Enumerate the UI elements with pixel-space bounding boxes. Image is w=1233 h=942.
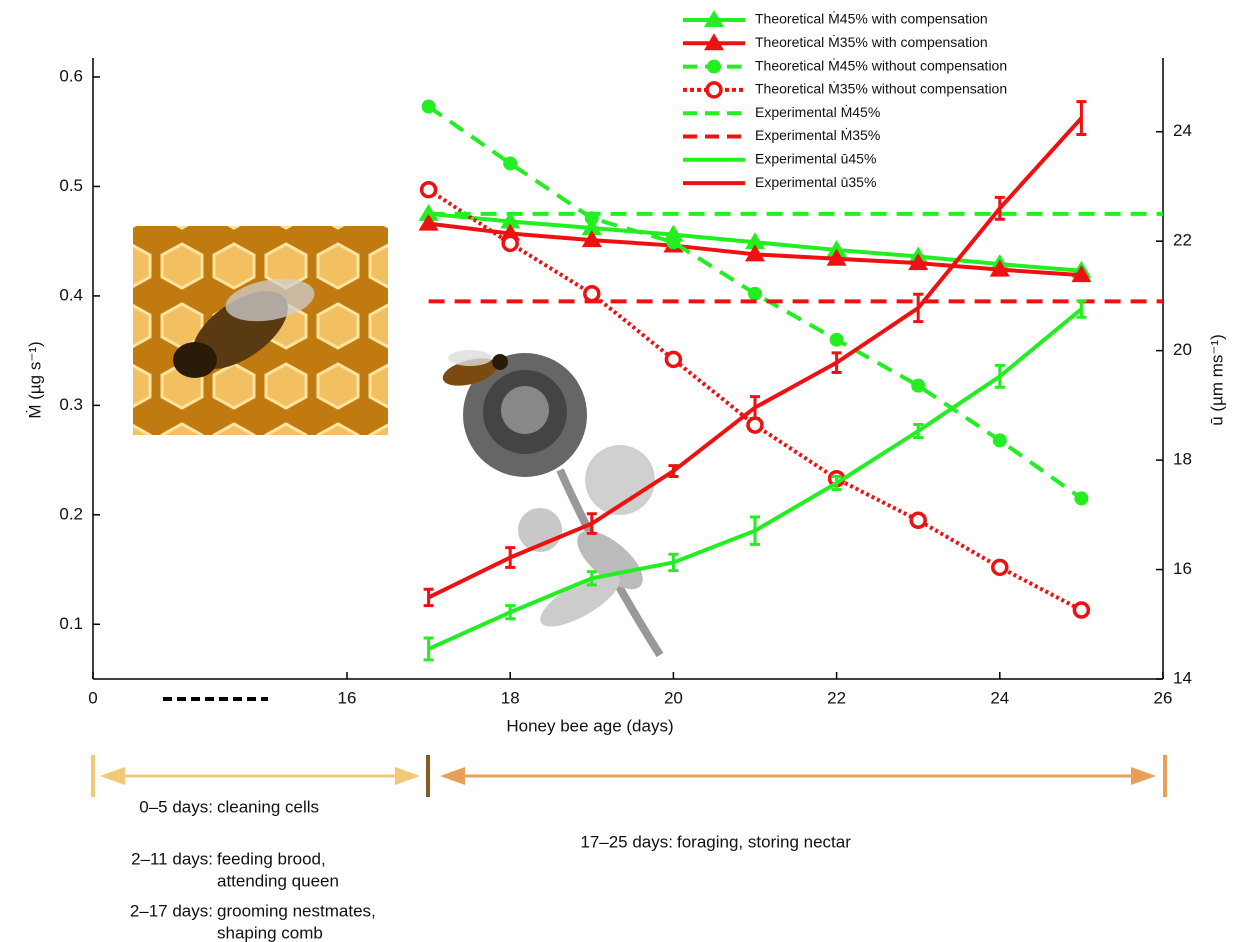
y-tick-label: 0.2 xyxy=(59,504,83,523)
marker xyxy=(748,418,762,432)
y2-tick-label: 20 xyxy=(1173,340,1192,359)
x-tick-label: 0 xyxy=(88,688,97,707)
stage-label: 2–17 days: xyxy=(130,901,213,920)
marker xyxy=(748,287,762,301)
x-tick-label: 22 xyxy=(827,688,846,707)
stage-text: feeding brood, xyxy=(217,849,326,868)
legend-entry: Experimental ū35% xyxy=(683,174,876,190)
stage-arrows xyxy=(93,755,1165,797)
marker xyxy=(1074,491,1088,505)
y2-tick-label: 18 xyxy=(1173,450,1192,469)
marker xyxy=(666,352,680,366)
legend-label: Theoretical Ṁ35% without compensation xyxy=(755,80,1007,97)
marker xyxy=(911,379,925,393)
legend-entry: Experimental Ṁ45% xyxy=(683,103,880,120)
marker xyxy=(422,183,436,197)
legend-label: Experimental Ṁ35% xyxy=(755,126,880,143)
legend-marker xyxy=(707,60,721,74)
stage-label: 2–11 days: xyxy=(131,849,213,868)
marker xyxy=(993,433,1007,447)
x-tick-label: 16 xyxy=(338,688,357,707)
x-tick-label: 20 xyxy=(664,688,683,707)
y-axis-label: Ṁ (µg s⁻¹) xyxy=(25,341,44,418)
legend-entry: Theoretical Ṁ35% with compensation xyxy=(683,33,988,50)
y2-tick-label: 24 xyxy=(1173,121,1192,140)
legend-entry: Experimental Ṁ35% xyxy=(683,126,880,143)
x-tick-label: 18 xyxy=(501,688,520,707)
marker xyxy=(503,236,517,250)
stage-label: 0–5 days: xyxy=(139,797,213,816)
legend-label: Experimental ū35% xyxy=(755,174,876,190)
marker xyxy=(911,513,925,527)
honeycomb-photo xyxy=(133,226,388,435)
legend-label: Experimental Ṁ45% xyxy=(755,103,880,120)
y2-tick-label: 16 xyxy=(1173,559,1192,578)
legend-entry: Theoretical Ṁ45% without compensation xyxy=(683,56,1007,73)
legend-label: Theoretical Ṁ45% without compensation xyxy=(755,56,1007,73)
y2-tick-label: 14 xyxy=(1173,668,1192,687)
y-tick-label: 0.5 xyxy=(59,176,83,195)
chart: Honey bee age (days) Ṁ (µg s⁻¹) ū (µm ms… xyxy=(0,0,1233,942)
legend-label: Theoretical Ṁ45% with compensation xyxy=(755,10,988,27)
y2-axis-label: ū (µm ms⁻¹) xyxy=(1207,334,1226,425)
flower-illustration xyxy=(463,353,660,655)
y-tick-label: 0.6 xyxy=(59,66,83,85)
marker xyxy=(422,100,436,114)
error-bar xyxy=(995,197,1005,219)
y-tick-label: 0.1 xyxy=(59,614,83,633)
stage-text: cleaning cells xyxy=(217,797,319,816)
x-tick-label: 24 xyxy=(990,688,1009,707)
legend-entry: Experimental ū45% xyxy=(683,151,876,167)
stage-text: attending queen xyxy=(217,871,339,890)
stage-text: grooming nestmates, xyxy=(217,901,376,920)
y2-tick-label: 22 xyxy=(1173,231,1192,250)
legend-entry: Theoretical Ṁ35% without compensation xyxy=(683,80,1007,97)
marker xyxy=(993,560,1007,574)
stage-text: shaping comb xyxy=(217,923,323,942)
marker xyxy=(830,333,844,347)
marker xyxy=(666,235,680,249)
error-bar xyxy=(1076,102,1086,135)
legend-label: Theoretical Ṁ35% with compensation xyxy=(755,33,988,50)
y-tick-label: 0.3 xyxy=(59,395,83,414)
legend-marker xyxy=(707,83,721,97)
x-axis-label: Honey bee age (days) xyxy=(506,716,673,735)
marker xyxy=(585,287,599,301)
legend-entry: Theoretical Ṁ45% with compensation xyxy=(683,10,988,27)
x-tick-label: 26 xyxy=(1154,688,1173,707)
stage-text: foraging, storing nectar xyxy=(677,832,851,851)
stage-label: 17–25 days: xyxy=(580,832,673,851)
legend-label: Experimental ū45% xyxy=(755,151,876,167)
marker xyxy=(1074,603,1088,617)
marker xyxy=(503,156,517,170)
y-tick-label: 0.4 xyxy=(59,285,83,304)
